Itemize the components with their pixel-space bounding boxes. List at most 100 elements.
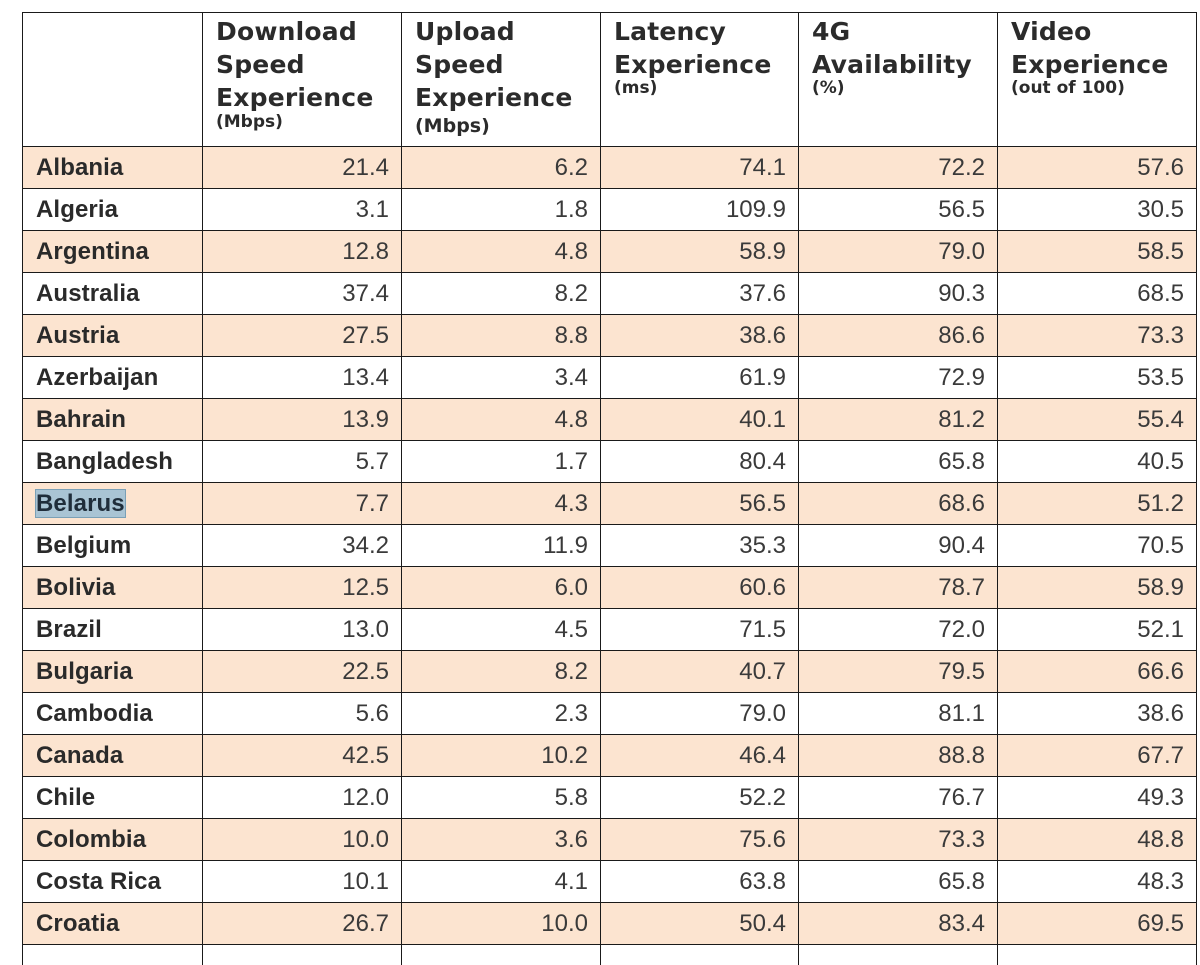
value-cell[interactable]: 52.2 [600,776,799,819]
value-cell[interactable]: 90.4 [798,524,998,567]
value-cell[interactable]: 10.2 [401,734,601,777]
value-cell[interactable]: 68.6 [798,482,998,525]
value-cell[interactable]: 73.3 [997,314,1197,357]
value-cell[interactable]: 53.5 [997,356,1197,399]
value-cell[interactable]: 21.4 [202,146,402,189]
country-cell[interactable]: Belgium [22,524,203,567]
value-cell[interactable]: 86.6 [798,314,998,357]
value-cell[interactable]: 58.9 [997,566,1197,609]
value-cell[interactable]: 61.9 [600,356,799,399]
country-cell[interactable]: Australia [22,272,203,315]
value-cell[interactable]: 73.3 [798,818,998,861]
value-cell[interactable]: 49.3 [997,776,1197,819]
country-cell[interactable]: Bulgaria [22,650,203,693]
value-cell[interactable]: 7.7 [202,482,402,525]
value-cell[interactable]: 51.2 [997,482,1197,525]
value-cell[interactable]: 79.5 [798,650,998,693]
value-cell[interactable]: 3.4 [401,356,601,399]
value-cell[interactable]: 5.8 [401,776,601,819]
value-cell[interactable]: 80.4 [600,440,799,483]
value-cell[interactable]: 81.2 [798,398,998,441]
value-cell[interactable]: 8.8 [401,314,601,357]
value-cell[interactable]: 38.6 [600,314,799,357]
value-cell[interactable]: 10.0 [401,902,601,945]
value-cell[interactable]: 52.1 [997,608,1197,651]
value-cell[interactable]: 34.2 [202,524,402,567]
value-cell[interactable]: 4.8 [401,230,601,273]
value-cell[interactable]: 3.1 [202,188,402,231]
value-cell[interactable]: 83.4 [798,902,998,945]
value-cell[interactable]: 56.5 [798,188,998,231]
country-cell[interactable]: Bangladesh [22,440,203,483]
value-cell[interactable]: 76.7 [798,776,998,819]
value-cell[interactable]: 5.6 [202,692,402,735]
country-cell[interactable]: Algeria [22,188,203,231]
value-cell[interactable]: 72.2 [798,146,998,189]
value-cell[interactable]: 79.0 [798,230,998,273]
country-cell[interactable]: Argentina [22,230,203,273]
value-cell[interactable]: 63.8 [600,860,799,903]
value-cell[interactable]: 27.5 [202,314,402,357]
country-cell[interactable]: Costa Rica [22,860,203,903]
country-cell[interactable]: Canada [22,734,203,777]
value-cell[interactable]: 8.2 [401,650,601,693]
value-cell[interactable]: 40.7 [600,650,799,693]
value-cell[interactable]: 75.6 [600,818,799,861]
value-cell[interactable]: 67.7 [997,734,1197,777]
value-cell[interactable]: 72.9 [798,356,998,399]
value-cell[interactable]: 5.7 [202,440,402,483]
value-cell[interactable]: 40.1 [600,398,799,441]
value-cell[interactable]: 88.8 [798,734,998,777]
value-cell[interactable]: 22.5 [202,650,402,693]
country-cell[interactable]: Austria [22,314,203,357]
value-cell[interactable]: 11.9 [401,524,601,567]
country-cell[interactable]: Bahrain [22,398,203,441]
value-cell[interactable]: 50.4 [600,902,799,945]
value-cell[interactable]: 58.5 [997,230,1197,273]
country-cell[interactable]: Colombia [22,818,203,861]
value-cell[interactable]: 40.5 [997,440,1197,483]
country-cell[interactable]: Albania [22,146,203,189]
value-cell[interactable]: 26.7 [202,902,402,945]
value-cell[interactable]: 71.5 [600,608,799,651]
value-cell[interactable]: 12.5 [202,566,402,609]
country-cell[interactable]: Chile [22,776,203,819]
value-cell[interactable]: 60.6 [600,566,799,609]
value-cell[interactable]: 13.4 [202,356,402,399]
value-cell[interactable]: 78.7 [798,566,998,609]
country-cell[interactable]: Croatia [22,902,203,945]
value-cell[interactable]: 69.5 [997,902,1197,945]
value-cell[interactable]: 4.5 [401,608,601,651]
country-cell[interactable]: Bolivia [22,566,203,609]
value-cell[interactable]: 58.9 [600,230,799,273]
value-cell[interactable]: 12.0 [202,776,402,819]
value-cell[interactable]: 56.5 [600,482,799,525]
value-cell[interactable]: 2.3 [401,692,601,735]
value-cell[interactable]: 10.0 [202,818,402,861]
value-cell[interactable]: 72.0 [798,608,998,651]
value-cell[interactable]: 35.3 [600,524,799,567]
value-cell[interactable]: 65.8 [798,440,998,483]
value-cell[interactable]: 48.3 [997,860,1197,903]
value-cell[interactable]: 66.6 [997,650,1197,693]
value-cell[interactable]: 68.5 [997,272,1197,315]
value-cell[interactable]: 30.5 [997,188,1197,231]
value-cell[interactable]: 1.8 [401,188,601,231]
value-cell[interactable]: 109.9 [600,188,799,231]
value-cell[interactable]: 81.1 [798,692,998,735]
value-cell[interactable]: 10.1 [202,860,402,903]
value-cell[interactable]: 13.9 [202,398,402,441]
value-cell[interactable]: 38.6 [997,692,1197,735]
country-cell[interactable]: Brazil [22,608,203,651]
value-cell[interactable]: 57.6 [997,146,1197,189]
country-cell[interactable]: Azerbaijan [22,356,203,399]
value-cell[interactable]: 4.1 [401,860,601,903]
country-cell[interactable]: Cambodia [22,692,203,735]
value-cell[interactable]: 65.8 [798,860,998,903]
value-cell[interactable]: 4.3 [401,482,601,525]
value-cell[interactable]: 37.4 [202,272,402,315]
value-cell[interactable]: 8.2 [401,272,601,315]
value-cell[interactable]: 70.5 [997,524,1197,567]
country-cell[interactable]: Belarus [22,482,203,525]
value-cell[interactable]: 90.3 [798,272,998,315]
